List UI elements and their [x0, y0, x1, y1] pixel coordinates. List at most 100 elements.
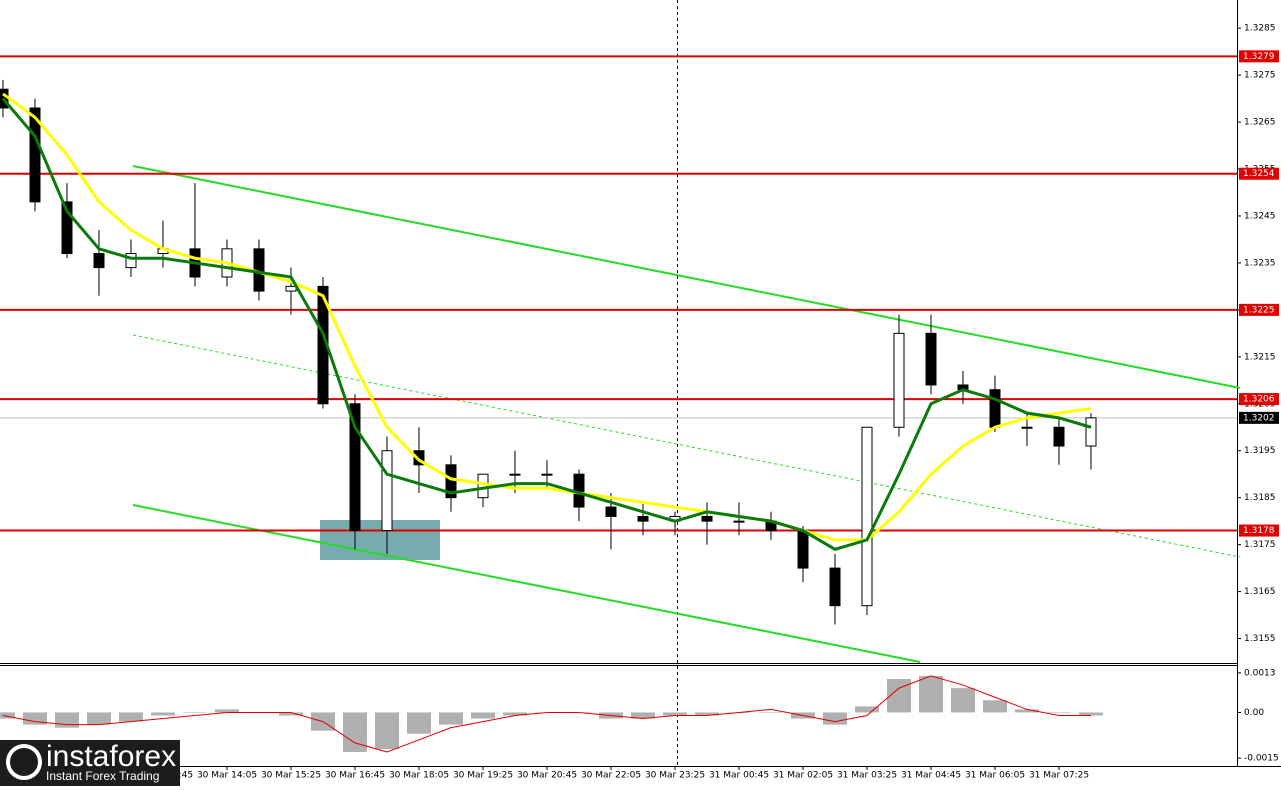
y-tick-label: 1.3165 — [1244, 587, 1276, 597]
candle-body — [1021, 426, 1033, 429]
indicator-signal — [2, 675, 1091, 753]
level-tag — [1239, 50, 1279, 63]
level-tag-label: 1.3206 — [1243, 395, 1275, 405]
level-tag-label: 1.3254 — [1243, 169, 1275, 179]
last-price-tag — [1239, 411, 1279, 424]
indicator-bar — [23, 712, 47, 725]
indicator-bar — [503, 712, 527, 716]
level-tag-label: 1.3279 — [1243, 52, 1275, 62]
x-tick-label: 30 Mar 23:25 — [645, 771, 705, 781]
last-price-label: 1.3202 — [1243, 413, 1275, 423]
indicator-bar — [279, 712, 303, 716]
x-tick-label: 31 Mar 07:25 — [1029, 771, 1089, 781]
plot: 1.32851.32751.32651.32551.32451.32351.32… — [0, 24, 1279, 781]
indicator-bar — [119, 712, 143, 722]
logo-name: instaforex — [46, 740, 176, 773]
x-tick-label: 31 Mar 02:05 — [773, 771, 833, 781]
y-tick-label: 1.3155 — [1244, 634, 1276, 644]
x-tick-label: 31 Mar 06:05 — [965, 771, 1025, 781]
candle-body — [509, 473, 521, 476]
candle-body — [1053, 426, 1065, 447]
level-tag — [1239, 524, 1279, 537]
trend-line — [132, 165, 1241, 389]
indicator-y-tick-label: -0.0015 — [1244, 754, 1279, 764]
indicator-bar — [1047, 712, 1071, 713]
indicator-bar — [407, 712, 431, 734]
indicator-bar — [759, 712, 783, 713]
candle-body — [61, 201, 73, 255]
moving-average — [2, 92, 1092, 542]
x-tick-label: 30 Mar 16:45 — [325, 771, 385, 781]
indicator-bar — [0, 712, 15, 719]
y-tick-label: 1.3275 — [1244, 71, 1276, 81]
level-tag — [1239, 303, 1279, 316]
y-tick-label: 1.3235 — [1244, 258, 1276, 268]
candle-body — [413, 450, 425, 466]
candle-body — [285, 285, 297, 292]
indicator-bar — [87, 712, 111, 725]
candle-body — [605, 506, 617, 517]
y-tick-label: 1.3285 — [1244, 24, 1276, 34]
x-tick-label: 31 Mar 03:25 — [837, 771, 897, 781]
level-tag — [1239, 393, 1279, 406]
indicator-bar — [439, 712, 463, 725]
indicator-bar — [151, 712, 175, 716]
logo-icon — [6, 744, 42, 780]
indicator-bar — [663, 712, 687, 716]
candle-body — [541, 473, 553, 476]
indicator-bar — [343, 712, 367, 753]
level-tag-label: 1.3225 — [1243, 305, 1275, 315]
indicator-y-tick-label: 0.00 — [1244, 708, 1264, 718]
indicator-bar — [919, 675, 943, 713]
indicator-bar — [1015, 709, 1039, 713]
x-tick-label: 30 Mar 14:05 — [197, 771, 257, 781]
candle-body — [733, 520, 745, 523]
x-tick-label: 30 Mar 20:45 — [517, 771, 577, 781]
candle-body — [125, 253, 137, 269]
candle-body — [349, 403, 361, 532]
indicator-bar — [471, 712, 495, 719]
candle-body — [893, 332, 905, 428]
indicator-y-tick-label: 0.0013 — [1244, 668, 1276, 678]
indicator-bar — [631, 712, 655, 719]
indicator-bar — [215, 709, 239, 713]
candle-body — [797, 530, 809, 569]
level-tag — [1239, 167, 1279, 180]
x-tick-label: 31 Mar 00:45 — [709, 771, 769, 781]
indicator-bar — [183, 712, 207, 713]
logo-tagline: Instant Forex Trading — [46, 769, 159, 783]
y-tick-label: 1.3195 — [1244, 446, 1276, 456]
x-tick-label: 31 Mar 04:45 — [901, 771, 961, 781]
candle-body — [477, 473, 489, 499]
y-tick-label: 1.3265 — [1244, 118, 1276, 128]
candle-body — [925, 332, 937, 386]
y-tick-label: 1.3185 — [1244, 493, 1276, 503]
candle-body — [1085, 417, 1097, 447]
indicator-bar — [855, 706, 879, 713]
candle-body — [637, 515, 649, 522]
candle-body — [381, 450, 393, 532]
indicator-bar — [1079, 712, 1103, 716]
candle-body — [29, 107, 41, 203]
x-tick-label: 30 Mar 18:05 — [389, 771, 449, 781]
candle-body — [445, 464, 457, 499]
indicator-bar — [55, 712, 79, 728]
indicator-bar — [823, 712, 847, 725]
y-tick-label: 1.3245 — [1244, 211, 1276, 221]
candle-body — [829, 567, 841, 607]
y-tick-label: 1.3215 — [1244, 352, 1276, 362]
indicator-bar — [695, 712, 719, 716]
indicator-bar — [375, 712, 399, 749]
indicator-bar — [951, 688, 975, 713]
candle-body — [861, 426, 873, 607]
moving-average — [1, 97, 1092, 551]
x-tick-label: 30 Mar 22:05 — [581, 771, 641, 781]
x-tick-label: 30 Mar 15:25 — [261, 771, 321, 781]
candle-body — [989, 389, 1001, 428]
level-tag-label: 1.3178 — [1243, 526, 1275, 536]
indicator-bar — [983, 700, 1007, 713]
x-tick-label: 30 Mar 19:25 — [453, 771, 513, 781]
